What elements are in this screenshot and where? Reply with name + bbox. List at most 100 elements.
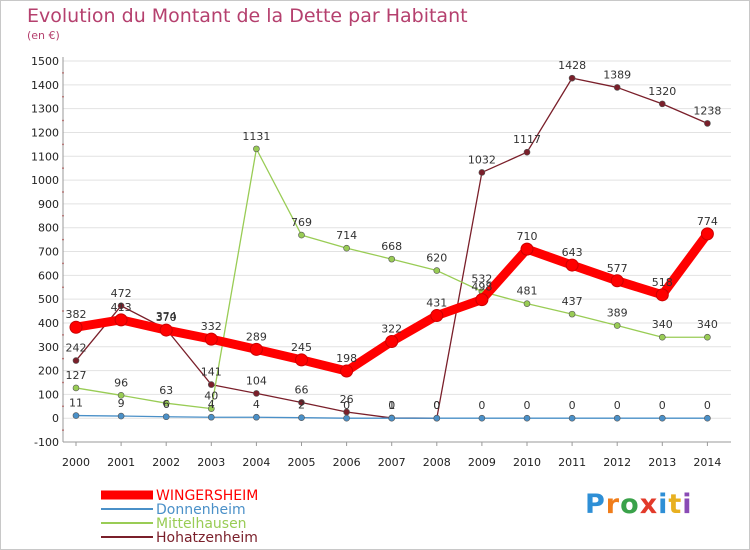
data-point <box>704 414 711 422</box>
data-point <box>117 392 125 399</box>
data-label: 532 <box>471 273 492 286</box>
data-point <box>700 227 714 241</box>
data-label: 382 <box>66 308 87 321</box>
data-point <box>162 413 170 421</box>
y-tick-label: 200 <box>38 365 59 378</box>
logo-letter: P <box>585 489 606 520</box>
data-label: 0 <box>704 399 711 412</box>
data-label: 198 <box>336 352 357 365</box>
legend: WINGERSHEIMDonnenheimMittelhausenHohatze… <box>101 488 258 546</box>
data-point <box>298 399 305 406</box>
data-point <box>613 84 621 91</box>
data-point <box>298 414 305 422</box>
data-label: 141 <box>201 366 222 379</box>
y-tick-label: 900 <box>38 198 59 211</box>
data-point <box>520 242 534 256</box>
data-point <box>523 300 531 307</box>
x-tick-label: 2014 <box>693 456 721 469</box>
data-point <box>72 384 80 392</box>
data-point <box>388 414 396 422</box>
data-label: 1032 <box>468 153 496 166</box>
data-label: 413 <box>111 301 132 314</box>
data-point <box>478 169 486 176</box>
data-point <box>208 405 215 412</box>
data-label: 374 <box>156 310 177 323</box>
legend-label: Mittelhausen <box>156 516 247 532</box>
data-label: 0 <box>659 399 666 412</box>
data-label: 1117 <box>513 133 541 146</box>
data-point <box>655 288 669 302</box>
data-point <box>704 120 711 127</box>
data-point <box>568 414 576 422</box>
data-label: 6 <box>163 398 170 411</box>
data-label: 11 <box>69 397 83 410</box>
data-point <box>613 322 621 329</box>
data-point <box>388 255 396 263</box>
data-label: 66 <box>295 383 309 396</box>
data-label: 9 <box>118 397 125 410</box>
data-label: 245 <box>291 341 312 354</box>
data-point <box>658 100 666 108</box>
data-label: 0 <box>569 399 576 412</box>
data-label: 0 <box>388 399 395 412</box>
logo-letter: x <box>639 489 659 520</box>
legend-label: Hohatzenheim <box>156 530 258 546</box>
data-point <box>343 414 350 422</box>
data-point <box>613 414 621 422</box>
y-tick-label: 1100 <box>31 150 59 163</box>
data-point <box>253 413 260 421</box>
data-point <box>343 244 350 252</box>
data-point <box>253 145 260 153</box>
data-point <box>430 309 444 323</box>
x-tick-label: 2010 <box>513 456 541 469</box>
data-label: 340 <box>652 318 673 331</box>
data-label: 710 <box>517 230 538 243</box>
data-label: 389 <box>607 307 628 320</box>
data-label: 370 <box>156 311 177 324</box>
x-tick-label: 2005 <box>288 456 316 469</box>
y-tick-label: 1400 <box>31 79 59 92</box>
x-tick-label: 2004 <box>242 456 270 469</box>
y-tick-label: -100 <box>34 436 59 449</box>
data-point <box>523 148 531 156</box>
data-label: 40 <box>204 390 218 403</box>
data-label: 2 <box>298 399 305 412</box>
legend-label: WINGERSHEIM <box>156 488 258 504</box>
x-tick-label: 2003 <box>197 456 225 469</box>
legend-label: Donnenheim <box>156 502 246 518</box>
data-label: 0 <box>433 399 440 412</box>
data-label: 0 <box>524 399 531 412</box>
x-tick-label: 2011 <box>558 456 586 469</box>
logo-letter: o <box>620 489 640 520</box>
data-label: 769 <box>291 216 312 229</box>
data-point <box>565 258 579 272</box>
data-label: 26 <box>340 393 354 406</box>
data-point <box>249 342 263 356</box>
data-point <box>114 313 128 327</box>
y-axis-unit-label: (en €) <box>27 29 60 42</box>
data-label: 104 <box>246 374 267 387</box>
data-point <box>658 414 666 422</box>
data-label: 668 <box>381 240 402 253</box>
data-point <box>295 353 308 367</box>
proxiti-logo: Proxiti <box>585 489 693 520</box>
x-tick-label: 2013 <box>648 456 676 469</box>
x-tick-label: 2002 <box>152 456 180 469</box>
data-point <box>478 414 486 422</box>
data-label: 289 <box>246 330 267 343</box>
data-point <box>475 293 489 307</box>
data-point <box>253 390 260 397</box>
data-label: 481 <box>517 285 538 298</box>
data-label: 1 <box>388 399 395 412</box>
y-tick-label: 1300 <box>31 103 59 116</box>
data-label: 127 <box>66 369 87 382</box>
data-point <box>117 412 125 420</box>
y-tick-label: 600 <box>38 269 59 282</box>
data-label: 518 <box>652 276 673 289</box>
logo-letter: i <box>658 489 669 520</box>
data-point <box>433 414 441 422</box>
y-tick-label: 0 <box>52 412 59 425</box>
y-tick-label: 1500 <box>31 55 59 68</box>
x-tick-label: 2000 <box>62 456 90 469</box>
